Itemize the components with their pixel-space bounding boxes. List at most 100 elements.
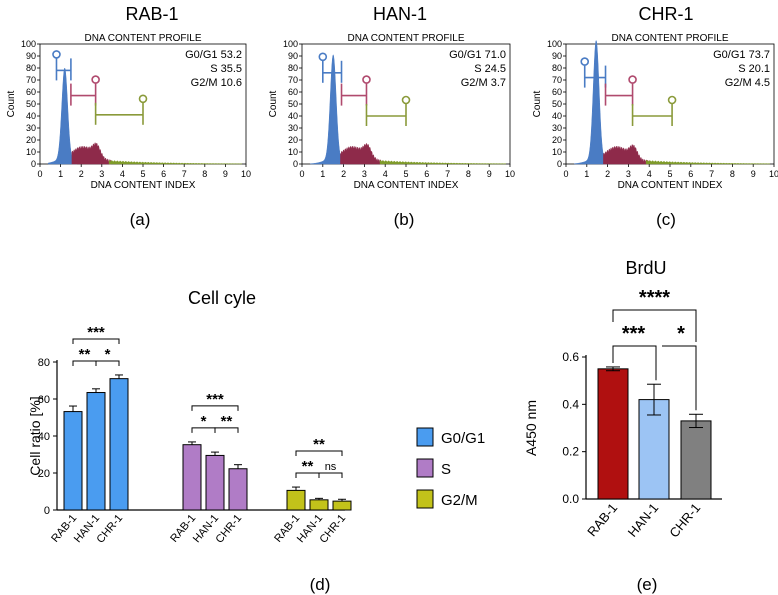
x-tick-label: RAB-1 (49, 512, 79, 545)
y-tick-label: 40 (288, 111, 298, 121)
x-tick-label: 5 (140, 169, 145, 179)
histogram-title: DNA CONTENT PROFILE (84, 33, 201, 44)
phase-stat: G0/G1 73.7 (713, 49, 770, 61)
x-axis-label: DNA CONTENT INDEX (354, 180, 459, 191)
x-tick-label: HAN-1 (191, 512, 221, 545)
bar-chr-1 (680, 420, 712, 500)
x-tick-label: 5 (403, 169, 408, 179)
x-tick-label: 9 (223, 169, 228, 179)
x-tick-label: CHR-1 (317, 512, 348, 545)
x-tick-label: 4 (383, 169, 388, 179)
gate-g2m-handle (401, 95, 411, 105)
phase-stat: S 35.5 (210, 63, 242, 75)
y-tick-label: 50 (288, 99, 298, 109)
y-axis-label: A450 nm (523, 400, 539, 456)
g0g1-peak (310, 54, 346, 165)
bar-g2m (332, 500, 352, 511)
y-tick-label: 100 (21, 39, 36, 49)
significance-bracket (318, 472, 343, 479)
histogram-title: DNA CONTENT PROFILE (347, 33, 464, 44)
sub-label-c: (c) (656, 210, 676, 229)
significance-label: ns (325, 461, 337, 473)
x-tick-label: 8 (466, 169, 471, 179)
chart-title: Cell cyle (188, 288, 256, 308)
gate-s-handle (362, 75, 371, 84)
gate-g0g1-handle (318, 52, 328, 62)
x-tick-label: 2 (79, 169, 84, 179)
plot-frame (565, 43, 775, 165)
plot-frame (301, 43, 511, 165)
plot-frame (39, 43, 247, 165)
y-tick-label: 30 (26, 123, 36, 133)
x-tick-label: 3 (99, 169, 104, 179)
significance-bracket (295, 450, 343, 457)
y-tick-label: 90 (552, 51, 562, 61)
y-tick-label: 60 (552, 87, 562, 97)
y-tick-label: 80 (288, 63, 298, 73)
y-tick-label: 10 (552, 147, 562, 157)
significance-bracket (214, 427, 239, 433)
y-tick-label: 60 (288, 87, 298, 97)
significance-bracket (72, 360, 97, 366)
significance-label: ** (79, 346, 91, 363)
x-tick-label: 6 (161, 169, 166, 179)
x-tick-label: 10 (505, 169, 515, 179)
y-tick-label: 0.6 (562, 350, 579, 364)
phase-stat: G2/M 10.6 (191, 77, 242, 89)
x-tick-label: HAN-1 (625, 500, 662, 540)
x-tick-label: 7 (182, 169, 187, 179)
y-tick-label: 20 (552, 135, 562, 145)
x-tick-label: 3 (626, 169, 631, 179)
bar-han-1 (638, 399, 670, 500)
significance-bracket (72, 338, 120, 344)
y-tick-label: 60 (26, 87, 36, 97)
phase-stat: S 20.1 (738, 63, 770, 75)
chart-title: BrdU (625, 258, 666, 278)
x-tick-label: 2 (605, 169, 610, 179)
y-axis-label: Count (268, 90, 279, 117)
y-tick-label: 0.2 (562, 445, 579, 459)
x-tick-label: 1 (320, 169, 325, 179)
x-tick-label: 0 (37, 169, 42, 179)
s-phase-area (340, 143, 383, 165)
x-tick-label: 6 (424, 169, 429, 179)
x-tick-label: HAN-1 (295, 512, 325, 545)
panel-title-b: HAN-1 (372, 4, 427, 24)
y-tick-label: 80 (38, 357, 50, 369)
gate-g2m-handle (667, 95, 677, 105)
significance-label: * (201, 413, 207, 430)
y-axis-label: Count (6, 90, 17, 117)
gate-s-handle (91, 75, 100, 84)
x-tick-label: 3 (362, 169, 367, 179)
y-tick-label: 20 (38, 468, 50, 480)
phase-stat: S 24.5 (474, 63, 506, 75)
y-tick-label: 80 (26, 63, 36, 73)
x-tick-label: 7 (709, 169, 714, 179)
significance-label: ** (221, 413, 233, 430)
bar-s (228, 468, 248, 511)
y-axis-label: Count (532, 90, 543, 117)
gate-g0g1-handle (580, 57, 590, 66)
x-tick-label: RAB-1 (584, 500, 620, 539)
x-tick-label: 1 (584, 169, 589, 179)
y-tick-label: 20 (288, 135, 298, 145)
y-tick-label: 0 (44, 505, 50, 517)
y-tick-label: 40 (26, 111, 36, 121)
y-tick-label: 0 (557, 159, 562, 169)
y-tick-label: 10 (288, 147, 298, 157)
significance-label: *** (87, 324, 105, 341)
legend-swatch (416, 427, 434, 447)
bar-g2m (286, 489, 306, 511)
panel-title-a: RAB-1 (125, 4, 179, 24)
significance-label: * (105, 346, 111, 363)
bar-s (182, 444, 202, 511)
legend-label: S (441, 461, 451, 478)
significance-label: **** (639, 287, 670, 309)
significance-label: *** (622, 323, 646, 345)
g2m-area (108, 159, 243, 165)
y-tick-label: 70 (552, 75, 562, 85)
panel-title-c: CHR-1 (638, 4, 694, 24)
bar-g0g1 (86, 392, 106, 511)
